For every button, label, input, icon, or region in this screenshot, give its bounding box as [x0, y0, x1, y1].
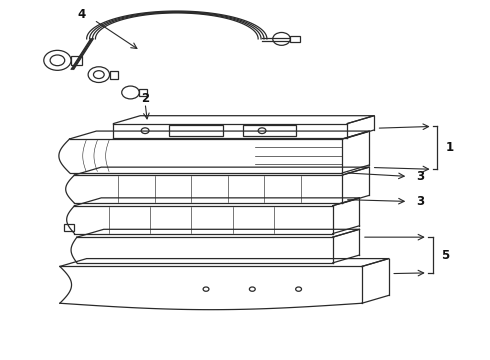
Text: 1: 1 — [445, 141, 454, 154]
Bar — [139, 89, 147, 96]
Bar — [64, 224, 74, 231]
Bar — [243, 125, 296, 136]
Bar — [170, 125, 223, 136]
Text: 2: 2 — [141, 92, 149, 105]
Text: 3: 3 — [416, 195, 424, 208]
Text: 5: 5 — [441, 248, 449, 261]
Bar — [110, 71, 118, 78]
Bar — [290, 36, 300, 42]
Text: 4: 4 — [77, 9, 86, 22]
Text: 3: 3 — [416, 170, 424, 183]
Bar — [71, 56, 82, 65]
